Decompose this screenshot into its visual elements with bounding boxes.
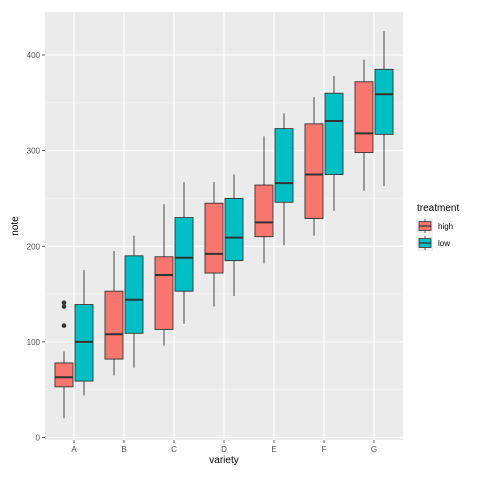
box-body bbox=[324, 92, 344, 175]
x-axis-title: variety bbox=[209, 455, 238, 466]
box-high-G bbox=[354, 59, 374, 191]
box-body bbox=[174, 217, 194, 292]
box-low-E bbox=[274, 113, 294, 246]
y-axis-title: note bbox=[10, 216, 21, 236]
y-tick-label: 0 bbox=[36, 434, 41, 443]
x-tick-label: D bbox=[221, 445, 227, 454]
box-body bbox=[54, 362, 74, 388]
box-body bbox=[154, 256, 174, 330]
box-body bbox=[124, 255, 144, 334]
box-body bbox=[354, 81, 374, 153]
x-tick-label: C bbox=[171, 445, 177, 454]
box-body bbox=[374, 68, 394, 135]
y-tick-label: 400 bbox=[27, 51, 41, 60]
box-low-G bbox=[374, 31, 394, 187]
box-body bbox=[224, 197, 244, 262]
box-low-C bbox=[174, 182, 194, 324]
box-body bbox=[254, 184, 274, 238]
x-tick-label: A bbox=[71, 445, 77, 454]
box-low-A bbox=[74, 270, 94, 396]
legend-label: high bbox=[438, 222, 453, 231]
box-low-F bbox=[324, 76, 344, 211]
boxes-layer bbox=[54, 31, 394, 419]
outlier-point bbox=[61, 300, 67, 305]
axis-layer: 0 100 200 300 400 A B C D E F G bbox=[27, 51, 377, 454]
box-low-B bbox=[124, 235, 144, 368]
box-body bbox=[204, 202, 224, 274]
legend: treatment high low bbox=[417, 203, 459, 251]
box-body bbox=[104, 290, 124, 360]
y-tick-label: 300 bbox=[27, 147, 41, 156]
box-high-F bbox=[304, 97, 324, 236]
box-high-A bbox=[54, 300, 74, 419]
box-low-D bbox=[224, 174, 244, 296]
legend-item-high: high bbox=[417, 218, 453, 234]
box-high-E bbox=[254, 136, 274, 264]
x-tick-label: F bbox=[322, 445, 327, 454]
x-tick-label: G bbox=[371, 445, 377, 454]
box-high-B bbox=[104, 251, 124, 376]
legend-item-low: low bbox=[417, 235, 450, 251]
outlier-point bbox=[61, 304, 67, 309]
outlier-point bbox=[61, 323, 67, 328]
x-tick-label: B bbox=[121, 445, 126, 454]
legend-title: treatment bbox=[417, 203, 459, 214]
x-tick-label: E bbox=[271, 445, 276, 454]
legend-label: low bbox=[438, 239, 450, 248]
box-body bbox=[274, 128, 294, 203]
box-body bbox=[304, 123, 324, 219]
box-high-C bbox=[154, 204, 174, 346]
y-tick-label: 200 bbox=[27, 242, 41, 251]
y-tick-label: 100 bbox=[27, 338, 41, 347]
box-high-D bbox=[204, 182, 224, 307]
